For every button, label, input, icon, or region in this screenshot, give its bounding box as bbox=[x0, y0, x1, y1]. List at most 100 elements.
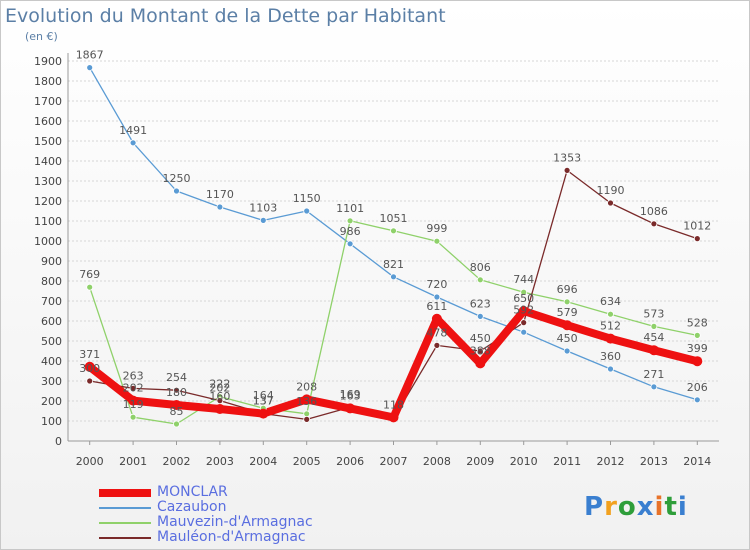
chart-title: Evolution du Montant de la Dette par Hab… bbox=[5, 5, 446, 27]
y-tick-label: 300 bbox=[41, 375, 62, 388]
x-tick-label: 2010 bbox=[510, 455, 538, 468]
data-label: 1103 bbox=[249, 201, 277, 214]
data-label: 371 bbox=[79, 348, 100, 361]
x-tick-label: 2004 bbox=[249, 455, 277, 468]
legend-swatch bbox=[99, 521, 151, 524]
data-point bbox=[520, 288, 528, 296]
y-tick-label: 1300 bbox=[34, 175, 62, 188]
x-tick-label: 2002 bbox=[163, 455, 191, 468]
legend-item: Cazaubon bbox=[99, 500, 313, 515]
y-tick-label: 900 bbox=[41, 255, 62, 268]
data-point bbox=[258, 408, 269, 419]
y-tick-label: 100 bbox=[41, 415, 62, 428]
data-label: 206 bbox=[687, 381, 708, 394]
data-label: 169 bbox=[340, 388, 361, 401]
y-tick-label: 1400 bbox=[34, 155, 62, 168]
data-label: 1051 bbox=[380, 212, 408, 225]
legend-item: Mauvezin-d'Armagnac bbox=[99, 515, 313, 530]
y-tick-label: 1000 bbox=[34, 235, 62, 248]
data-label: 478 bbox=[426, 326, 447, 339]
data-point bbox=[388, 412, 399, 423]
data-label: 999 bbox=[426, 222, 447, 235]
data-label: 1170 bbox=[206, 188, 234, 201]
data-point bbox=[216, 203, 224, 211]
data-point bbox=[390, 227, 397, 235]
data-point bbox=[518, 306, 529, 316]
data-label: 611 bbox=[426, 300, 447, 313]
logo-letter: o bbox=[617, 492, 637, 522]
data-label: 1491 bbox=[119, 124, 147, 137]
data-point bbox=[86, 283, 94, 291]
data-point bbox=[562, 320, 573, 331]
legend-label: MONCLAR bbox=[157, 484, 228, 500]
data-label: 454 bbox=[643, 331, 664, 344]
data-label: 137 bbox=[253, 395, 274, 408]
data-point bbox=[173, 386, 180, 394]
data-point bbox=[129, 384, 137, 392]
data-label: 623 bbox=[470, 297, 491, 310]
data-label: 164 bbox=[253, 389, 274, 402]
x-tick-label: 2006 bbox=[336, 455, 364, 468]
y-tick-label: 500 bbox=[41, 335, 62, 348]
data-point bbox=[693, 396, 701, 404]
data-point bbox=[129, 413, 137, 421]
data-point bbox=[303, 207, 311, 215]
y-tick-label: 600 bbox=[41, 315, 62, 328]
data-label: 119 bbox=[123, 398, 144, 411]
data-point bbox=[431, 313, 442, 324]
y-tick-label: 1700 bbox=[34, 95, 62, 108]
data-point bbox=[433, 237, 441, 245]
data-label: 821 bbox=[383, 258, 404, 271]
y-tick-label: 700 bbox=[41, 295, 62, 308]
data-point bbox=[433, 341, 441, 349]
data-label: 85 bbox=[170, 405, 184, 418]
data-label: 1867 bbox=[76, 49, 104, 62]
data-label: 1101 bbox=[336, 202, 364, 215]
data-point bbox=[475, 358, 486, 369]
data-label: 806 bbox=[470, 261, 491, 274]
y-tick-label: 1500 bbox=[34, 135, 62, 148]
data-label: 163 bbox=[340, 389, 361, 402]
data-point bbox=[693, 235, 701, 243]
data-point bbox=[605, 333, 616, 344]
y-tick-label: 1800 bbox=[34, 75, 62, 88]
data-point bbox=[86, 64, 94, 71]
data-point bbox=[173, 187, 180, 195]
data-label: 986 bbox=[340, 225, 361, 238]
data-point bbox=[563, 298, 571, 306]
data-label: 360 bbox=[600, 350, 621, 363]
data-label: 136 bbox=[296, 395, 317, 408]
data-label: 769 bbox=[79, 268, 100, 281]
data-point bbox=[346, 240, 354, 248]
legend-label: Cazaubon bbox=[157, 499, 227, 515]
y-tick-label: 1600 bbox=[34, 115, 62, 128]
x-tick-label: 2001 bbox=[119, 455, 147, 468]
y-tick-label: 400 bbox=[41, 355, 62, 368]
data-point bbox=[650, 322, 658, 330]
x-tick-label: 2000 bbox=[76, 455, 104, 468]
data-point bbox=[390, 273, 397, 281]
legend-label: Mauvezin-d'Armagnac bbox=[157, 514, 313, 530]
data-point bbox=[171, 400, 182, 410]
data-label: 254 bbox=[166, 371, 187, 384]
data-point bbox=[216, 397, 224, 405]
data-label: 450 bbox=[557, 332, 578, 345]
legend-swatch bbox=[99, 536, 151, 539]
data-point bbox=[84, 361, 95, 372]
data-label: 1190 bbox=[597, 184, 625, 197]
legend-swatch bbox=[99, 488, 151, 497]
y-tick-label: 1200 bbox=[34, 195, 62, 208]
data-label: 1150 bbox=[293, 192, 321, 205]
unit-label: (en €) bbox=[25, 30, 58, 43]
data-label: 720 bbox=[426, 278, 447, 291]
data-point bbox=[563, 166, 571, 174]
data-point bbox=[693, 331, 701, 339]
data-label: 208 bbox=[296, 380, 317, 393]
data-label: 512 bbox=[600, 320, 621, 333]
data-label: 1012 bbox=[683, 220, 711, 233]
data-label: 137 bbox=[253, 395, 274, 408]
data-point bbox=[650, 383, 658, 391]
data-label: 1353 bbox=[553, 151, 581, 164]
data-point bbox=[346, 217, 354, 225]
